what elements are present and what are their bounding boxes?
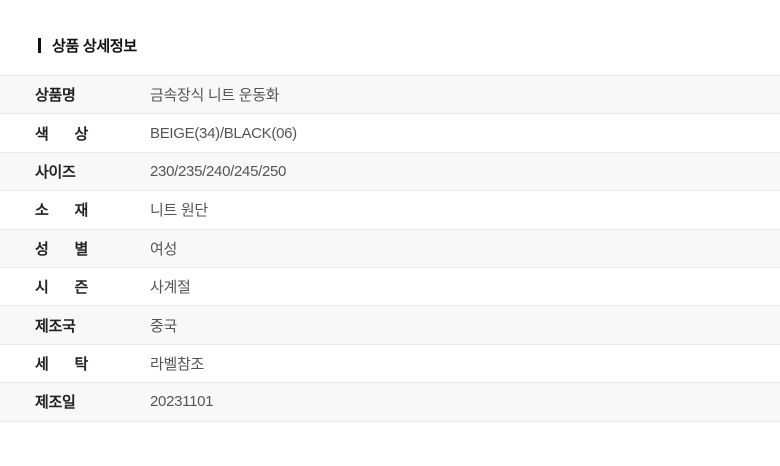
row-value: BEIGE(34)/BLACK(06) [150, 124, 297, 142]
table-row: 색 상 BEIGE(34)/BLACK(06) [0, 114, 780, 153]
row-value: 여성 [150, 240, 178, 258]
table-row: 시 즌 사계절 [0, 267, 780, 307]
row-value: 중국 [150, 317, 178, 335]
row-label: 사이즈 [35, 163, 76, 181]
row-label: 제조국 [35, 317, 76, 335]
row-label: 세 탁 [35, 355, 88, 373]
table-row: 소 재 니트 원단 [0, 191, 780, 230]
row-label: 소 재 [35, 202, 88, 220]
row-value: 니트 원단 [150, 202, 208, 220]
row-label: 상품명 [35, 87, 76, 105]
row-value: 230/235/240/245/250 [150, 162, 287, 180]
table-row: 상품명 금속장식 니트 운동화 [0, 76, 780, 115]
row-label: 성 별 [35, 240, 88, 258]
row-label: 시 즌 [35, 279, 88, 297]
row-label: 제조일 [35, 394, 76, 412]
title-accent-bar [38, 38, 41, 53]
section-title: 상품 상세정보 [52, 38, 137, 55]
row-value: 라벨참조 [150, 355, 205, 373]
row-value: 금속장식 니트 운동화 [150, 87, 280, 105]
section-header: 상품 상세정보 [38, 37, 780, 55]
row-value: 사계절 [150, 279, 191, 297]
table-row: 제조국 중국 [0, 306, 780, 345]
row-label: 색 상 [35, 125, 88, 143]
table-row: 사이즈 230/235/240/245/250 [0, 152, 780, 192]
row-value: 20231101 [150, 393, 214, 411]
table-row: 세 탁 라벨참조 [0, 344, 780, 384]
table-row: 성 별 여성 [0, 229, 780, 268]
table-row: 제조일 20231101 [0, 383, 780, 422]
